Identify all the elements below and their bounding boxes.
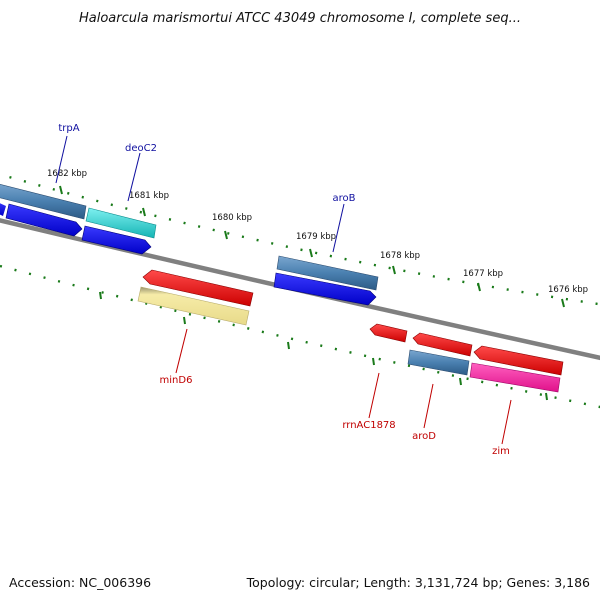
gene-block[interactable] — [0, 183, 87, 220]
gene-block[interactable] — [473, 345, 564, 376]
major-tick — [59, 185, 63, 195]
scale-label: 1682 kbp — [47, 169, 87, 179]
major-tick — [372, 357, 375, 366]
major-tick — [142, 207, 146, 217]
major-tick — [545, 392, 548, 401]
major-tick — [224, 230, 228, 240]
gene-block[interactable] — [469, 362, 561, 393]
scale-label: 1680 kbp — [212, 213, 252, 223]
gene-block[interactable] — [369, 323, 408, 343]
gene-block[interactable] — [81, 225, 152, 255]
map-title: Haloarcula marismortui ATCC 43049 chromo… — [79, 11, 521, 26]
topology-summary: Topology: circular; Length: 3,131,724 bp… — [246, 575, 590, 590]
gene-label[interactable]: aroB — [333, 193, 356, 204]
gene-block[interactable] — [407, 349, 470, 376]
label-leader-line — [501, 399, 512, 445]
major-tick — [309, 248, 313, 258]
gene-label[interactable]: zim — [492, 446, 510, 457]
label-leader-line — [423, 383, 434, 429]
scale-label: 1681 kbp — [129, 191, 169, 201]
gene-block[interactable] — [137, 286, 250, 326]
major-tick — [183, 316, 186, 325]
gene-block[interactable] — [85, 207, 157, 239]
gene-label[interactable]: trpA — [58, 123, 79, 134]
scale-label: 1678 kbp — [380, 251, 420, 261]
major-tick — [561, 298, 565, 308]
major-tick — [392, 265, 396, 275]
gene-block[interactable] — [273, 272, 377, 306]
scale-label: 1677 kbp — [463, 269, 503, 279]
label-leader-line — [175, 328, 188, 374]
major-tick — [477, 282, 481, 292]
label-leader-line — [127, 152, 141, 202]
gene-block[interactable] — [412, 332, 473, 357]
major-tick — [459, 377, 462, 386]
accession-text: Accession: NC_006396 — [9, 575, 152, 590]
major-tick — [287, 341, 290, 350]
gene-block[interactable] — [5, 203, 83, 237]
label-leader-line — [332, 203, 345, 253]
gene-label[interactable]: rrnAC1878 — [342, 420, 395, 431]
gene-label[interactable]: minD6 — [160, 375, 193, 386]
gene-block[interactable] — [0, 201, 6, 216]
label-leader-line — [368, 372, 380, 419]
scale-label: 1679 kbp — [296, 232, 336, 242]
gene-label[interactable]: deoC2 — [125, 143, 157, 154]
gene-block[interactable] — [142, 269, 254, 307]
gene-block[interactable] — [276, 255, 379, 291]
scale-label: 1676 kbp — [548, 285, 588, 295]
gene-label[interactable]: aroD — [412, 431, 436, 442]
label-leader-line — [55, 135, 68, 184]
major-tick — [99, 291, 102, 300]
